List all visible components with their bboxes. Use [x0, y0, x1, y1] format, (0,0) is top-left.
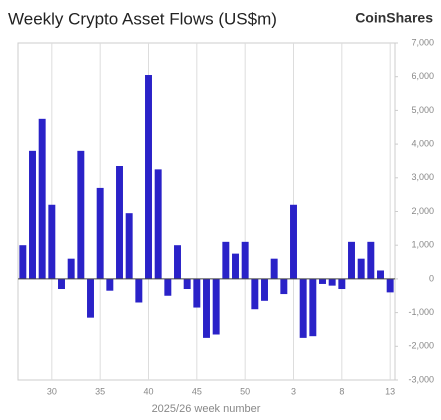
bar — [222, 241, 230, 279]
bar — [106, 278, 114, 291]
x-tick-label: 30 — [47, 386, 57, 396]
y-tick-label: 7,000 — [411, 37, 434, 47]
bar — [386, 278, 394, 293]
y-tick-label: 1,000 — [411, 240, 434, 250]
y-tick-label: 4,000 — [411, 138, 434, 148]
bar — [251, 278, 259, 310]
x-tick-label: 50 — [240, 386, 250, 396]
bar — [377, 270, 384, 279]
bar — [48, 204, 56, 279]
brand-logo: CoinShares — [355, 10, 433, 26]
bar — [183, 278, 191, 290]
bar — [348, 241, 355, 279]
y-tick-label: 2,000 — [411, 206, 434, 216]
bar — [338, 278, 346, 290]
bar — [135, 278, 143, 303]
y-tick-label: -3,000 — [408, 374, 434, 384]
y-tick-label: 3,000 — [411, 172, 434, 182]
bar — [58, 278, 65, 290]
x-tick-label: 40 — [143, 386, 153, 396]
bar — [96, 187, 104, 279]
bar — [29, 150, 36, 279]
bar — [193, 278, 201, 308]
bar — [154, 169, 162, 279]
x-tick-label: 35 — [95, 386, 105, 396]
x-tick-label: 8 — [339, 386, 344, 396]
bar — [77, 150, 85, 279]
bar — [19, 245, 27, 279]
chart-title: Weekly Crypto Asset Flows (US$m) — [8, 9, 277, 28]
bar — [174, 245, 181, 279]
bar — [203, 278, 210, 338]
x-tick-label: 13 — [385, 386, 395, 396]
bar — [145, 75, 152, 279]
y-tick-label: 6,000 — [411, 71, 434, 81]
bar — [319, 278, 326, 284]
x-tick-label: 3 — [291, 386, 296, 396]
bar — [164, 278, 172, 296]
bar — [357, 258, 365, 279]
bar — [367, 241, 375, 279]
y-tick-label: -2,000 — [408, 341, 434, 351]
bar — [38, 118, 46, 279]
bar — [125, 213, 133, 279]
bar — [299, 278, 307, 338]
bar — [87, 278, 94, 318]
bar — [116, 166, 123, 279]
bar — [212, 278, 220, 335]
x-axis-label: 2025/26 week number — [152, 403, 261, 415]
y-tick-label: 0 — [429, 273, 434, 283]
bar — [261, 278, 268, 301]
bar — [67, 258, 75, 279]
bar — [290, 204, 297, 279]
x-tick-label: 45 — [192, 386, 202, 396]
bar — [270, 258, 278, 279]
y-tick-label: -1,000 — [408, 307, 434, 317]
bar — [232, 253, 239, 279]
bar — [241, 241, 249, 279]
bar — [280, 278, 288, 295]
bar — [309, 278, 317, 337]
bar — [328, 278, 336, 286]
y-tick-label: 5,000 — [411, 105, 434, 115]
